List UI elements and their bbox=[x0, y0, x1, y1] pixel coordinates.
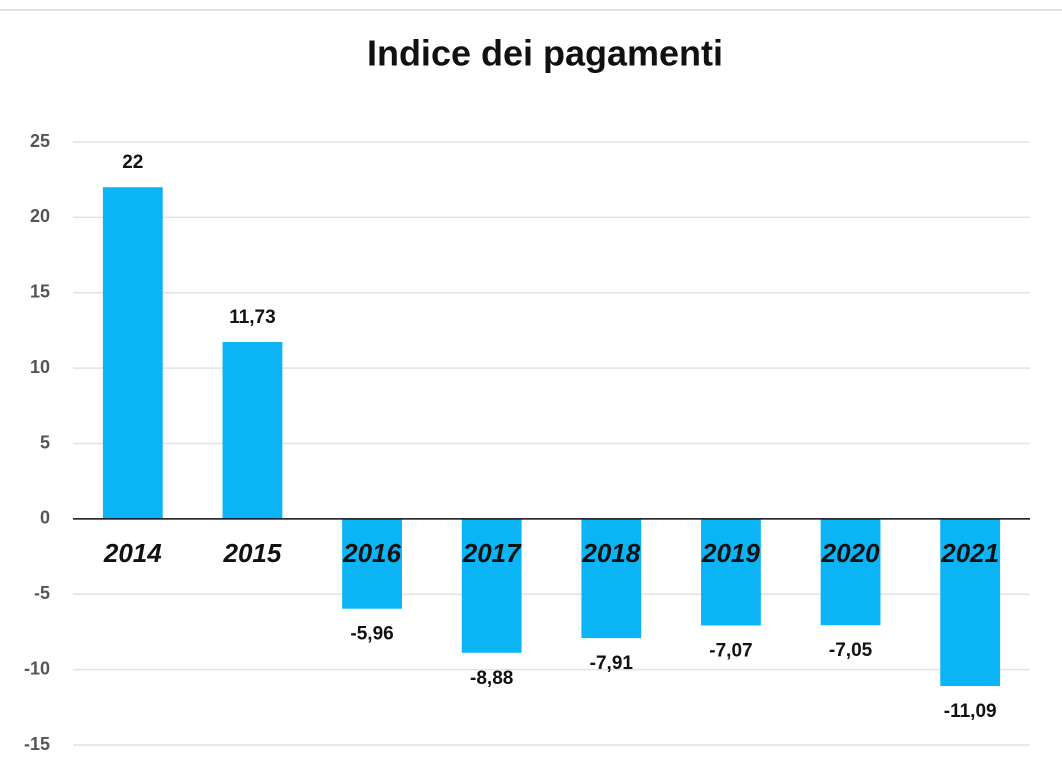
y-tick-label: -15 bbox=[24, 734, 50, 754]
x-tick-label: 2018 bbox=[581, 538, 640, 568]
y-tick-label: 5 bbox=[40, 432, 50, 452]
x-tick-label: 2014 bbox=[103, 538, 162, 568]
bar bbox=[102, 187, 163, 519]
data-label: -7,91 bbox=[590, 653, 634, 674]
data-label: -7,05 bbox=[829, 640, 873, 661]
bar bbox=[940, 518, 1001, 687]
y-tick-label: 0 bbox=[40, 508, 50, 528]
bar bbox=[820, 518, 881, 626]
data-label: 22 bbox=[122, 152, 143, 173]
data-label: -7,07 bbox=[709, 640, 752, 661]
x-tick-label: 2017 bbox=[462, 538, 522, 568]
x-tick-label: 2015 bbox=[223, 538, 282, 568]
bar bbox=[701, 518, 761, 626]
data-label: -11,09 bbox=[944, 701, 997, 722]
bar bbox=[461, 518, 522, 653]
x-tick-label: 2020 bbox=[821, 538, 880, 568]
x-tick-label: 2016 bbox=[342, 538, 401, 568]
bar bbox=[222, 342, 283, 519]
data-label: 11,73 bbox=[229, 307, 276, 328]
y-tick-label: 15 bbox=[30, 282, 50, 302]
bar bbox=[581, 518, 642, 639]
x-tick-label: 2021 bbox=[940, 538, 999, 568]
bar bbox=[342, 518, 402, 609]
y-tick-label: 10 bbox=[30, 357, 50, 377]
y-tick-label: 25 bbox=[30, 131, 50, 151]
y-tick-label: -10 bbox=[24, 658, 50, 678]
data-label: -8,88 bbox=[470, 668, 513, 689]
y-tick-label: 20 bbox=[30, 206, 50, 226]
data-label: -5,96 bbox=[350, 624, 393, 645]
chart-title: Indice dei pagamenti bbox=[367, 33, 723, 74]
y-tick-label: -5 bbox=[34, 583, 50, 603]
x-tick-label: 2019 bbox=[701, 538, 760, 568]
